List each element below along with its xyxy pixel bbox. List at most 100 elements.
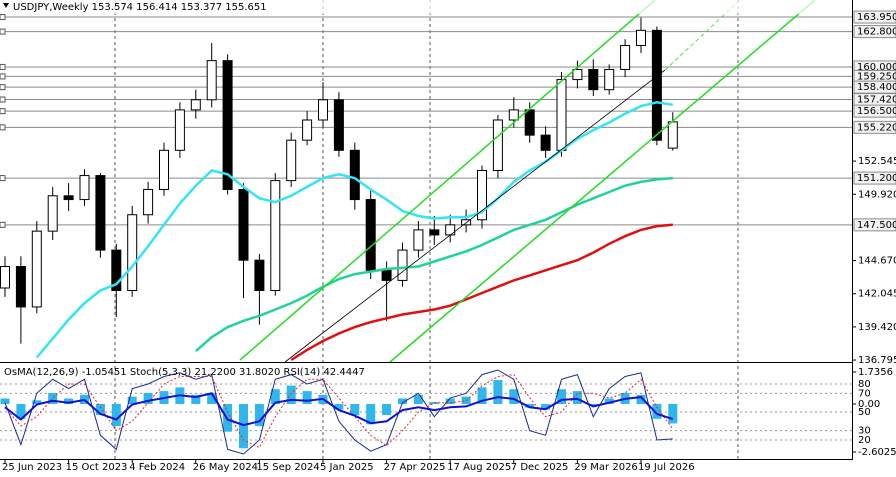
candle-body: [413, 229, 424, 251]
osma-bar: [350, 404, 360, 416]
level-label: 151.200: [857, 173, 896, 184]
osma-bar: [429, 402, 439, 405]
osma-bar: [254, 404, 264, 427]
x-tick-label: 26 May 2024: [193, 462, 258, 473]
level-label-box: [853, 10, 896, 24]
level-left-marker: [0, 73, 6, 80]
candle-body: [333, 99, 344, 151]
level-label: 156.500: [857, 106, 896, 117]
candle-body: [572, 68, 583, 81]
level-left-marker: [0, 108, 6, 115]
osma-bar: [604, 398, 614, 405]
candle-body: [47, 195, 58, 232]
osma-bar: [398, 398, 407, 405]
indicator-tick-label: 30: [858, 426, 871, 437]
candle-body: [318, 99, 328, 121]
candle-body: [365, 199, 376, 271]
moving-average: [290, 223, 673, 362]
candle-body: [63, 195, 74, 201]
candle-body: [524, 109, 535, 136]
candles: [0, 17, 678, 344]
level-label-box: [853, 120, 896, 134]
level-left-marker: [0, 96, 6, 103]
candle-body: [620, 44, 631, 70]
osma-bar: [111, 404, 121, 427]
osma-bar: [477, 387, 487, 405]
osma-tick-label: -2.6025: [858, 447, 896, 458]
level-left-marker: [0, 63, 6, 70]
x-tick-label: 15 Oct 2023: [66, 462, 128, 473]
indicator-title: OsMA(12,26,9) -1.05451 Stoch(5,3,3) 21.2…: [4, 367, 365, 378]
candle-body: [31, 230, 42, 308]
candle-body: [477, 170, 487, 221]
osma-bar: [334, 404, 344, 410]
candle-body: [397, 249, 408, 281]
chart-title: USDJPY,Weekly 153.574 156.414 153.377 15…: [13, 2, 267, 13]
osma-bar: [445, 398, 455, 405]
osma-bar: [95, 404, 105, 416]
axes: 152.545 149.920 144.670 142.045 139.420 136.7…: [2, 10, 896, 473]
osma-bar: [64, 398, 74, 405]
moving-average: [194, 176, 673, 353]
indicator-tick-label: 50: [858, 407, 871, 418]
level-left-marker: [0, 175, 6, 182]
candle-body: [461, 219, 472, 226]
osma-bar: [525, 404, 535, 408]
level-label: 155.220: [857, 122, 896, 133]
candle-body: [667, 121, 678, 149]
candle-body: [95, 175, 106, 251]
candle-body: [0, 266, 10, 289]
osma-bar: [413, 394, 423, 405]
candle-body: [174, 109, 185, 151]
oscillator-line: [4, 369, 673, 455]
osma-bar: [588, 404, 598, 406]
osma-bar: [493, 380, 503, 405]
candle-body: [302, 119, 313, 141]
candle-body: [79, 175, 90, 201]
trendline: [284, 69, 666, 363]
moving-averages: [35, 101, 673, 362]
candle-body: [604, 68, 615, 91]
x-tick-label: 7 Dec 2025: [511, 462, 569, 473]
x-tick-label: 27 Apr 2025: [384, 462, 446, 473]
candle-body: [381, 269, 392, 281]
osma-bar: [48, 392, 58, 405]
y-tick-label: 144.670: [858, 256, 896, 267]
candle-body: [15, 266, 26, 308]
level-label-box: [853, 218, 896, 232]
candle-body: [270, 180, 281, 292]
level-label: 147.500: [857, 220, 896, 231]
candle-body: [254, 259, 265, 292]
candle-body: [540, 134, 551, 151]
candle-body: [111, 249, 122, 292]
level-label-box: [853, 25, 896, 39]
trendline: [389, 0, 816, 363]
level-label: 162.800: [857, 27, 896, 38]
oscillator-line: [4, 374, 674, 449]
x-tick-label: 17 Aug 2025: [447, 462, 511, 473]
candle-body: [159, 149, 169, 190]
osma-bar: [191, 394, 201, 405]
level-label: 159.250: [857, 71, 896, 82]
level-label-box: [853, 171, 896, 185]
osma-bar: [366, 404, 376, 425]
y-tick-label: 149.920: [858, 189, 896, 200]
trendline: [239, 0, 656, 361]
title-background: [0, 0, 852, 14]
indicator-tick-label: 70: [858, 388, 871, 399]
osma-bar: [207, 392, 217, 405]
level-label: 163.950: [857, 12, 896, 23]
osma-bar: [541, 404, 551, 410]
osma-bar: [270, 389, 280, 405]
osma-bar: [636, 394, 646, 405]
osma-bar: [32, 400, 42, 405]
y-tick-label: 139.420: [858, 322, 896, 333]
level-label: 157.420: [857, 95, 896, 106]
levels: [0, 14, 852, 228]
candle-body: [190, 99, 201, 111]
level-label-box: [853, 104, 896, 118]
osma-tick-label: 0.00: [858, 399, 880, 410]
osma-tick-label: 1.7356: [858, 367, 893, 378]
osma-bar: [286, 385, 296, 405]
